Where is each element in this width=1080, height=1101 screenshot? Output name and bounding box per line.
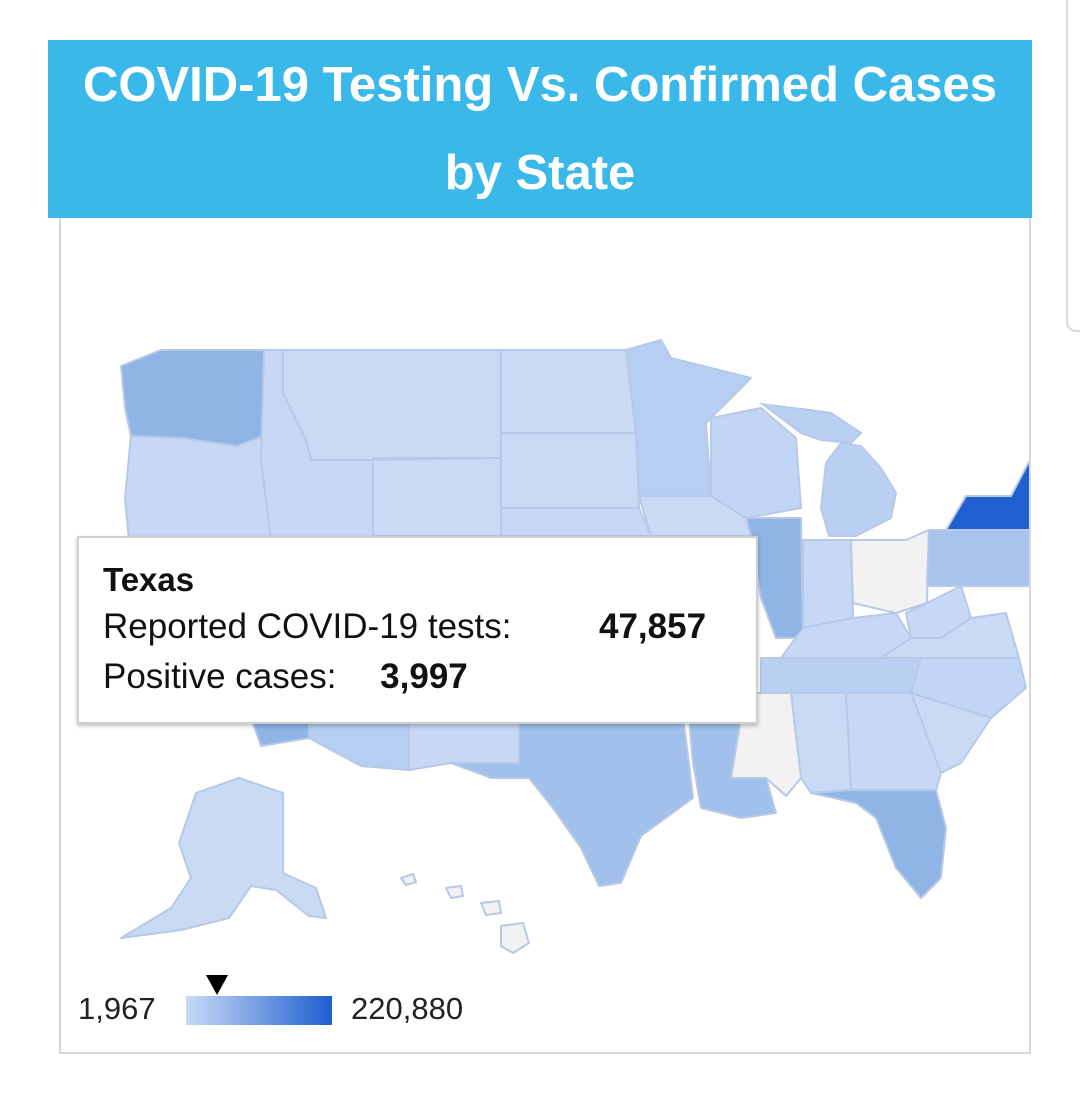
us-map xyxy=(120,339,1031,954)
state-tennessee[interactable] xyxy=(760,657,922,694)
tooltip-state-name: Texas xyxy=(103,561,195,598)
state-tooltip: Texas Reported COVID-19 tests: 47,857 Po… xyxy=(77,536,758,724)
tooltip-cases-row: Positive cases: 3,997 xyxy=(103,652,732,702)
state-arizona[interactable] xyxy=(308,717,410,771)
scroll-indicator[interactable] xyxy=(1066,0,1080,332)
state-louisiana[interactable] xyxy=(688,717,777,819)
state-new-mexico[interactable] xyxy=(408,717,520,771)
state-south-dakota[interactable] xyxy=(500,432,640,509)
legend-max-label: 220,880 xyxy=(351,991,464,1026)
state-texas[interactable] xyxy=(450,717,694,887)
tooltip-tests-value: 47,857 xyxy=(599,607,707,646)
state-oregon[interactable] xyxy=(124,435,272,541)
great-lakes xyxy=(751,368,821,408)
state-north-dakota[interactable] xyxy=(500,349,637,434)
state-hawaii[interactable] xyxy=(400,873,530,954)
tooltip-tests-row: Reported COVID-19 tests: 47,857 xyxy=(103,602,732,652)
map-container xyxy=(59,218,1031,1054)
legend-min-label: 1,967 xyxy=(78,991,156,1026)
chart-header: COVID-19 Testing Vs. Confirmed Cases by … xyxy=(48,40,1032,218)
state-montana[interactable] xyxy=(282,349,502,461)
state-alaska[interactable] xyxy=(120,777,327,939)
tooltip-cases-label: Positive cases: xyxy=(103,657,337,696)
state-wisconsin[interactable] xyxy=(710,407,802,519)
tooltip-tests-label: Reported COVID-19 tests: xyxy=(103,607,512,646)
legend-gradient-bar xyxy=(186,996,332,1025)
state-wyoming[interactable] xyxy=(372,457,502,537)
legend-marker xyxy=(205,975,228,995)
tooltip-cases-value: 3,997 xyxy=(380,657,468,696)
state-pennsylvania[interactable] xyxy=(926,529,1031,587)
state-new-york[interactable] xyxy=(945,458,1031,531)
state-florida[interactable] xyxy=(810,789,947,899)
chart-title: COVID-19 Testing Vs. Confirmed Cases by … xyxy=(83,58,997,200)
state-minnesota[interactable] xyxy=(625,339,752,497)
state-ohio[interactable] xyxy=(850,529,930,614)
state-michigan[interactable] xyxy=(760,402,897,537)
state-washington[interactable] xyxy=(120,349,265,447)
state-nebraska[interactable] xyxy=(500,507,652,537)
state-indiana[interactable] xyxy=(802,539,854,629)
